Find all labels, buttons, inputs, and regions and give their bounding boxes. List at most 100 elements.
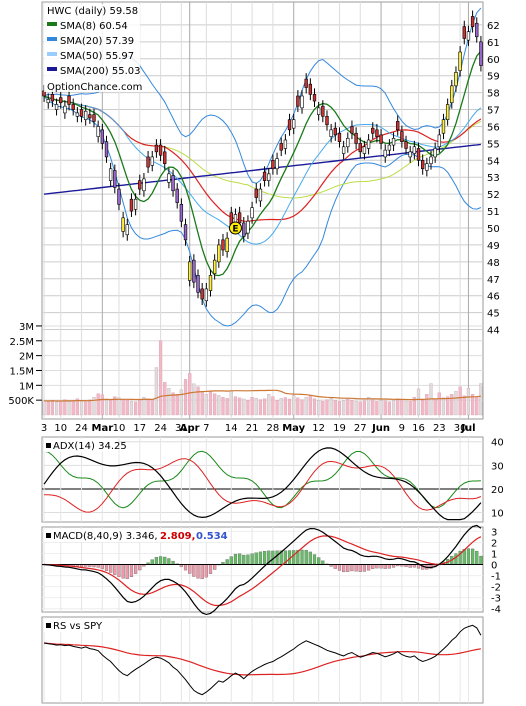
candle-body	[429, 156, 433, 164]
volume-bar	[391, 400, 396, 416]
volume-bar	[100, 394, 104, 416]
candle-body	[396, 121, 400, 131]
candle-body	[375, 129, 379, 137]
macd-histogram-bar	[104, 564, 109, 571]
candle-body	[146, 156, 150, 168]
macd-legend-label: MACD(8,40,9) 3.346,	[53, 531, 158, 542]
price-tick-label: 50	[487, 224, 500, 235]
candle-body	[346, 138, 350, 148]
volume-bar	[292, 395, 296, 416]
adx-tick-label: 20	[491, 485, 504, 496]
candle-body	[300, 95, 304, 109]
date-tick-label: 9	[399, 423, 405, 434]
volume-bar	[283, 397, 287, 416]
date-tick-label: May	[282, 423, 305, 434]
macd-histogram-bar	[300, 549, 304, 565]
date-tick-label: 24	[154, 423, 167, 434]
price-tick-label: 49	[487, 241, 500, 252]
macd-histogram-bar	[337, 564, 342, 571]
price-tick-label: 60	[487, 55, 500, 66]
macd-tick-label: 3	[491, 527, 497, 538]
volume-bar	[446, 396, 450, 416]
legend-swatch-sma20	[47, 37, 57, 41]
volume-bar	[134, 401, 138, 416]
price-tick-label: 51	[487, 207, 500, 218]
date-tick-label: 17	[133, 423, 146, 434]
macd-histogram-bar	[383, 564, 387, 569]
candle-body	[362, 146, 367, 154]
adx-legend-box	[44, 439, 118, 452]
legend-swatch-sma200	[47, 67, 57, 71]
price-tick-label: 55	[487, 139, 500, 150]
candle-body	[312, 94, 317, 102]
candle-body	[391, 138, 396, 146]
volume-bar	[479, 383, 483, 416]
volume-bar	[441, 397, 446, 416]
bollinger-lower	[43, 95, 482, 327]
volume-bar	[146, 398, 150, 416]
volume-bar	[92, 397, 96, 416]
sma8-line	[43, 50, 482, 277]
macd-histogram-bar	[416, 564, 421, 569]
macd-legend-swatch	[46, 533, 51, 538]
candle-body	[279, 143, 283, 151]
macd-histogram-bar	[158, 556, 163, 565]
sma20-line	[43, 95, 482, 245]
candle-body	[183, 224, 188, 241]
volume-average-line	[44, 389, 481, 402]
candle-body	[67, 95, 71, 105]
macd-histogram-value: 0.534	[196, 531, 228, 542]
candle-body	[321, 105, 325, 117]
volume-bar	[458, 386, 462, 416]
candle-body	[425, 163, 429, 171]
candle-body	[433, 148, 437, 158]
rs-legend-label: RS vs SPY	[53, 621, 103, 632]
macd-histogram-bar	[100, 564, 104, 570]
volume-bar	[183, 379, 188, 416]
volume-bar	[400, 399, 404, 416]
candle-body	[308, 83, 313, 95]
price-tick-label: 62	[487, 21, 500, 32]
candle-body	[212, 259, 217, 274]
candle-body	[75, 112, 80, 117]
volume-bar	[175, 394, 179, 416]
candle-body	[192, 259, 196, 283]
volume-bar	[321, 400, 325, 416]
macd-histogram-bar	[454, 553, 458, 565]
macd-histogram-bar	[109, 564, 113, 573]
volume-bar	[225, 398, 229, 416]
date-tick-label: Jun	[371, 423, 390, 434]
macd-histogram-bar	[466, 548, 471, 565]
rs-average-line	[44, 642, 482, 676]
macd-signal-line	[44, 535, 482, 607]
macd-histogram-bar	[354, 564, 358, 572]
candle-body	[150, 156, 154, 166]
macd-histogram-bar	[192, 564, 196, 577]
macd-histogram-bar	[233, 553, 238, 565]
candle-body	[158, 144, 163, 156]
candle-body	[254, 188, 258, 198]
volume-bar	[317, 400, 321, 416]
macd-histogram-bar	[342, 564, 346, 573]
macd-legend-box	[44, 529, 228, 542]
adx-plot-area	[41, 436, 484, 523]
volume-bar	[200, 391, 204, 416]
price-panel: 444546474849505152535455565758596061623M…	[8, 1, 500, 434]
candle-body	[262, 171, 267, 181]
candle-body	[271, 160, 275, 170]
volume-bar	[213, 393, 217, 416]
candle-body	[125, 224, 129, 236]
volume-bar	[217, 395, 221, 416]
date-tick-label: 19	[333, 423, 346, 434]
volume-tick-label: 3M	[19, 322, 34, 333]
candle-body	[138, 180, 142, 190]
macd-histogram-bar	[150, 559, 154, 565]
candle-body	[329, 129, 333, 137]
candle-body	[445, 104, 450, 120]
candle-body	[63, 105, 67, 114]
price-tick-label: 61	[487, 38, 500, 49]
legend-label-sma200: SMA(200) 55.03	[60, 66, 141, 77]
macd-histogram-bar	[250, 553, 254, 565]
candle-body	[387, 144, 392, 151]
candle-body	[71, 104, 75, 110]
